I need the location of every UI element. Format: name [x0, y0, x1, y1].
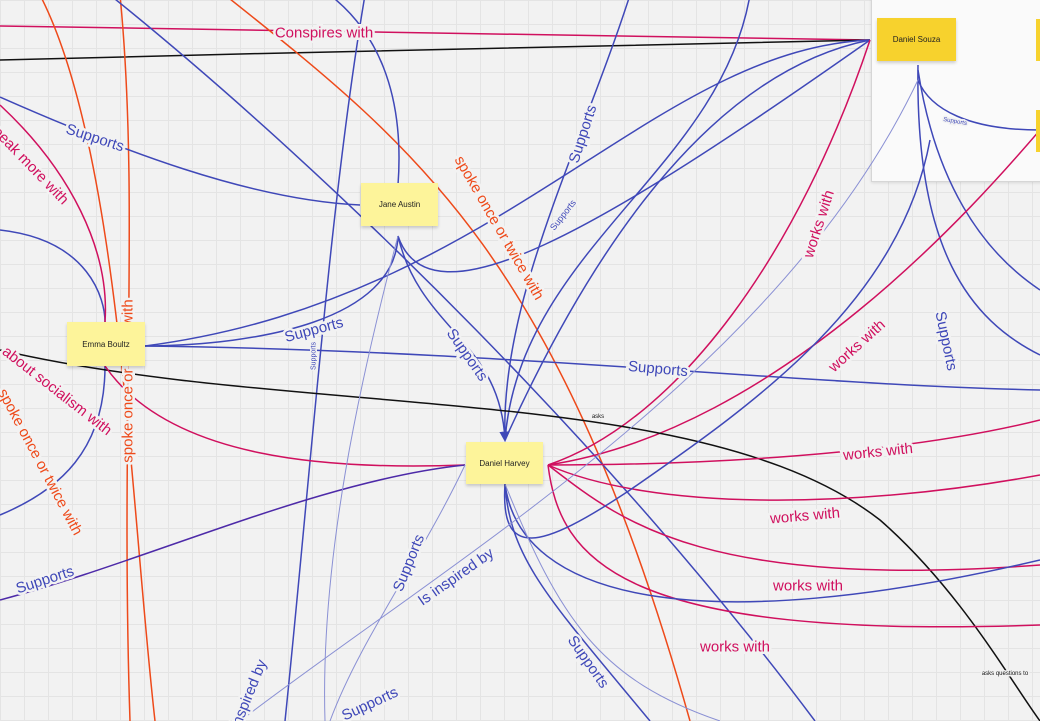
blue-emma-left-line[interactable]	[0, 229, 106, 323]
magenta-speak-line[interactable]	[0, 104, 107, 323]
inspired-label[interactable]: inspired by	[225, 654, 273, 721]
blue-supports-top-line[interactable]	[504, 0, 630, 441]
sticky-note-offscreen[interactable]	[1036, 110, 1040, 152]
palestroke-jane-line[interactable]	[324, 235, 399, 721]
sticky-note-jane-austin[interactable]: Jane Austin	[361, 183, 438, 226]
blue-long-diag-line[interactable]	[110, 0, 816, 721]
supports-label[interactable]: Supports	[561, 630, 614, 694]
blue-emma-jane-line[interactable]	[144, 235, 399, 347]
supports-label[interactable]: Supports	[280, 312, 347, 349]
sticky-note-emma-boultz[interactable]: Emma Boultz	[67, 322, 145, 366]
works-label[interactable]: works with	[766, 502, 843, 530]
blue-harvey-right-line[interactable]	[504, 483, 1040, 603]
works-label[interactable]: works with	[822, 314, 891, 379]
blue-harvey-souza-line[interactable]	[504, 39, 871, 441]
palestroke-inspired-line[interactable]	[239, 79, 919, 721]
inspired-label[interactable]: Is inspired by	[412, 542, 500, 612]
supports-label[interactable]: Supports	[11, 560, 78, 600]
works-label[interactable]: works with	[797, 186, 840, 264]
magenta-works4-line[interactable]	[547, 464, 1040, 628]
blue-long-vert-line[interactable]	[284, 0, 365, 721]
spoke-label[interactable]: spoke once or twice with	[448, 150, 549, 305]
sticky-note-offscreen[interactable]	[1036, 19, 1040, 61]
asks-label[interactable]: asks	[590, 413, 605, 422]
magenta-works3-line[interactable]	[547, 464, 1040, 571]
supports-label[interactable]: Supports	[440, 323, 493, 387]
magenta-right-up-line[interactable]	[547, 129, 1040, 466]
magenta-works1-line[interactable]	[547, 419, 1040, 466]
blue-supports-jane-line[interactable]	[0, 96, 361, 206]
blue-souza-right-line[interactable]	[917, 69, 1040, 291]
sticky-note-daniel-souza[interactable]: Daniel Souza	[877, 18, 956, 61]
magenta-souza-down-line[interactable]	[547, 39, 871, 466]
blue-frame-line[interactable]	[917, 79, 1040, 131]
sticky-note-label: Daniel Harvey	[479, 458, 530, 468]
supports-label[interactable]: Supports	[61, 118, 128, 158]
sticky-note-label: Jane Austin	[378, 200, 421, 209]
purple-supports-line[interactable]	[0, 464, 466, 601]
blue-emma-souza-line[interactable]	[144, 39, 871, 347]
blue-emma-right-line[interactable]	[144, 345, 1040, 391]
supports-label[interactable]: Supports	[387, 529, 430, 596]
sticky-note-label: Daniel Souza	[892, 35, 941, 44]
orange-center-line[interactable]	[225, 0, 691, 721]
speak-more-label[interactable]: speak more with	[0, 115, 75, 210]
black-souza-line[interactable]	[0, 39, 871, 61]
blue-top2-line[interactable]	[504, 0, 750, 441]
works-label[interactable]: works with	[839, 437, 916, 466]
supports-label[interactable]: Supports	[929, 307, 963, 374]
conspires-label[interactable]: Conspires with	[272, 22, 375, 44]
magenta-works2-line[interactable]	[547, 464, 1040, 501]
blue-souza-down-line[interactable]	[917, 64, 1040, 356]
sticky-note-label: Emma Boultz	[82, 339, 130, 349]
asks-line[interactable]	[0, 349, 1040, 721]
magenta-emma-harvey-line[interactable]	[104, 365, 466, 467]
palestroke-harvey2-line[interactable]	[504, 483, 721, 721]
asks-questions-label[interactable]: asks questions to	[980, 670, 1030, 679]
blue-jane-harvey-line[interactable]	[397, 235, 510, 443]
supports-label[interactable]: Supports	[309, 340, 319, 372]
supports-label[interactable]: Supports	[625, 355, 691, 382]
works-label[interactable]: works with	[696, 636, 772, 658]
blue-jane-up-line[interactable]	[330, 0, 400, 186]
blue-emma-down-line[interactable]	[0, 365, 106, 516]
blue-harvey-curve-line[interactable]	[503, 139, 931, 539]
palestroke-harvey-line[interactable]	[329, 464, 466, 721]
blue-jane-souza-line[interactable]	[397, 39, 871, 273]
sticky-note-daniel-harvey[interactable]: Daniel Harvey	[466, 442, 543, 484]
supports-label[interactable]: Supports	[546, 196, 579, 234]
works-label[interactable]: works with	[769, 575, 845, 597]
blue-harvey-down-line[interactable]	[504, 483, 651, 721]
supports-label[interactable]: Supports	[337, 681, 404, 721]
